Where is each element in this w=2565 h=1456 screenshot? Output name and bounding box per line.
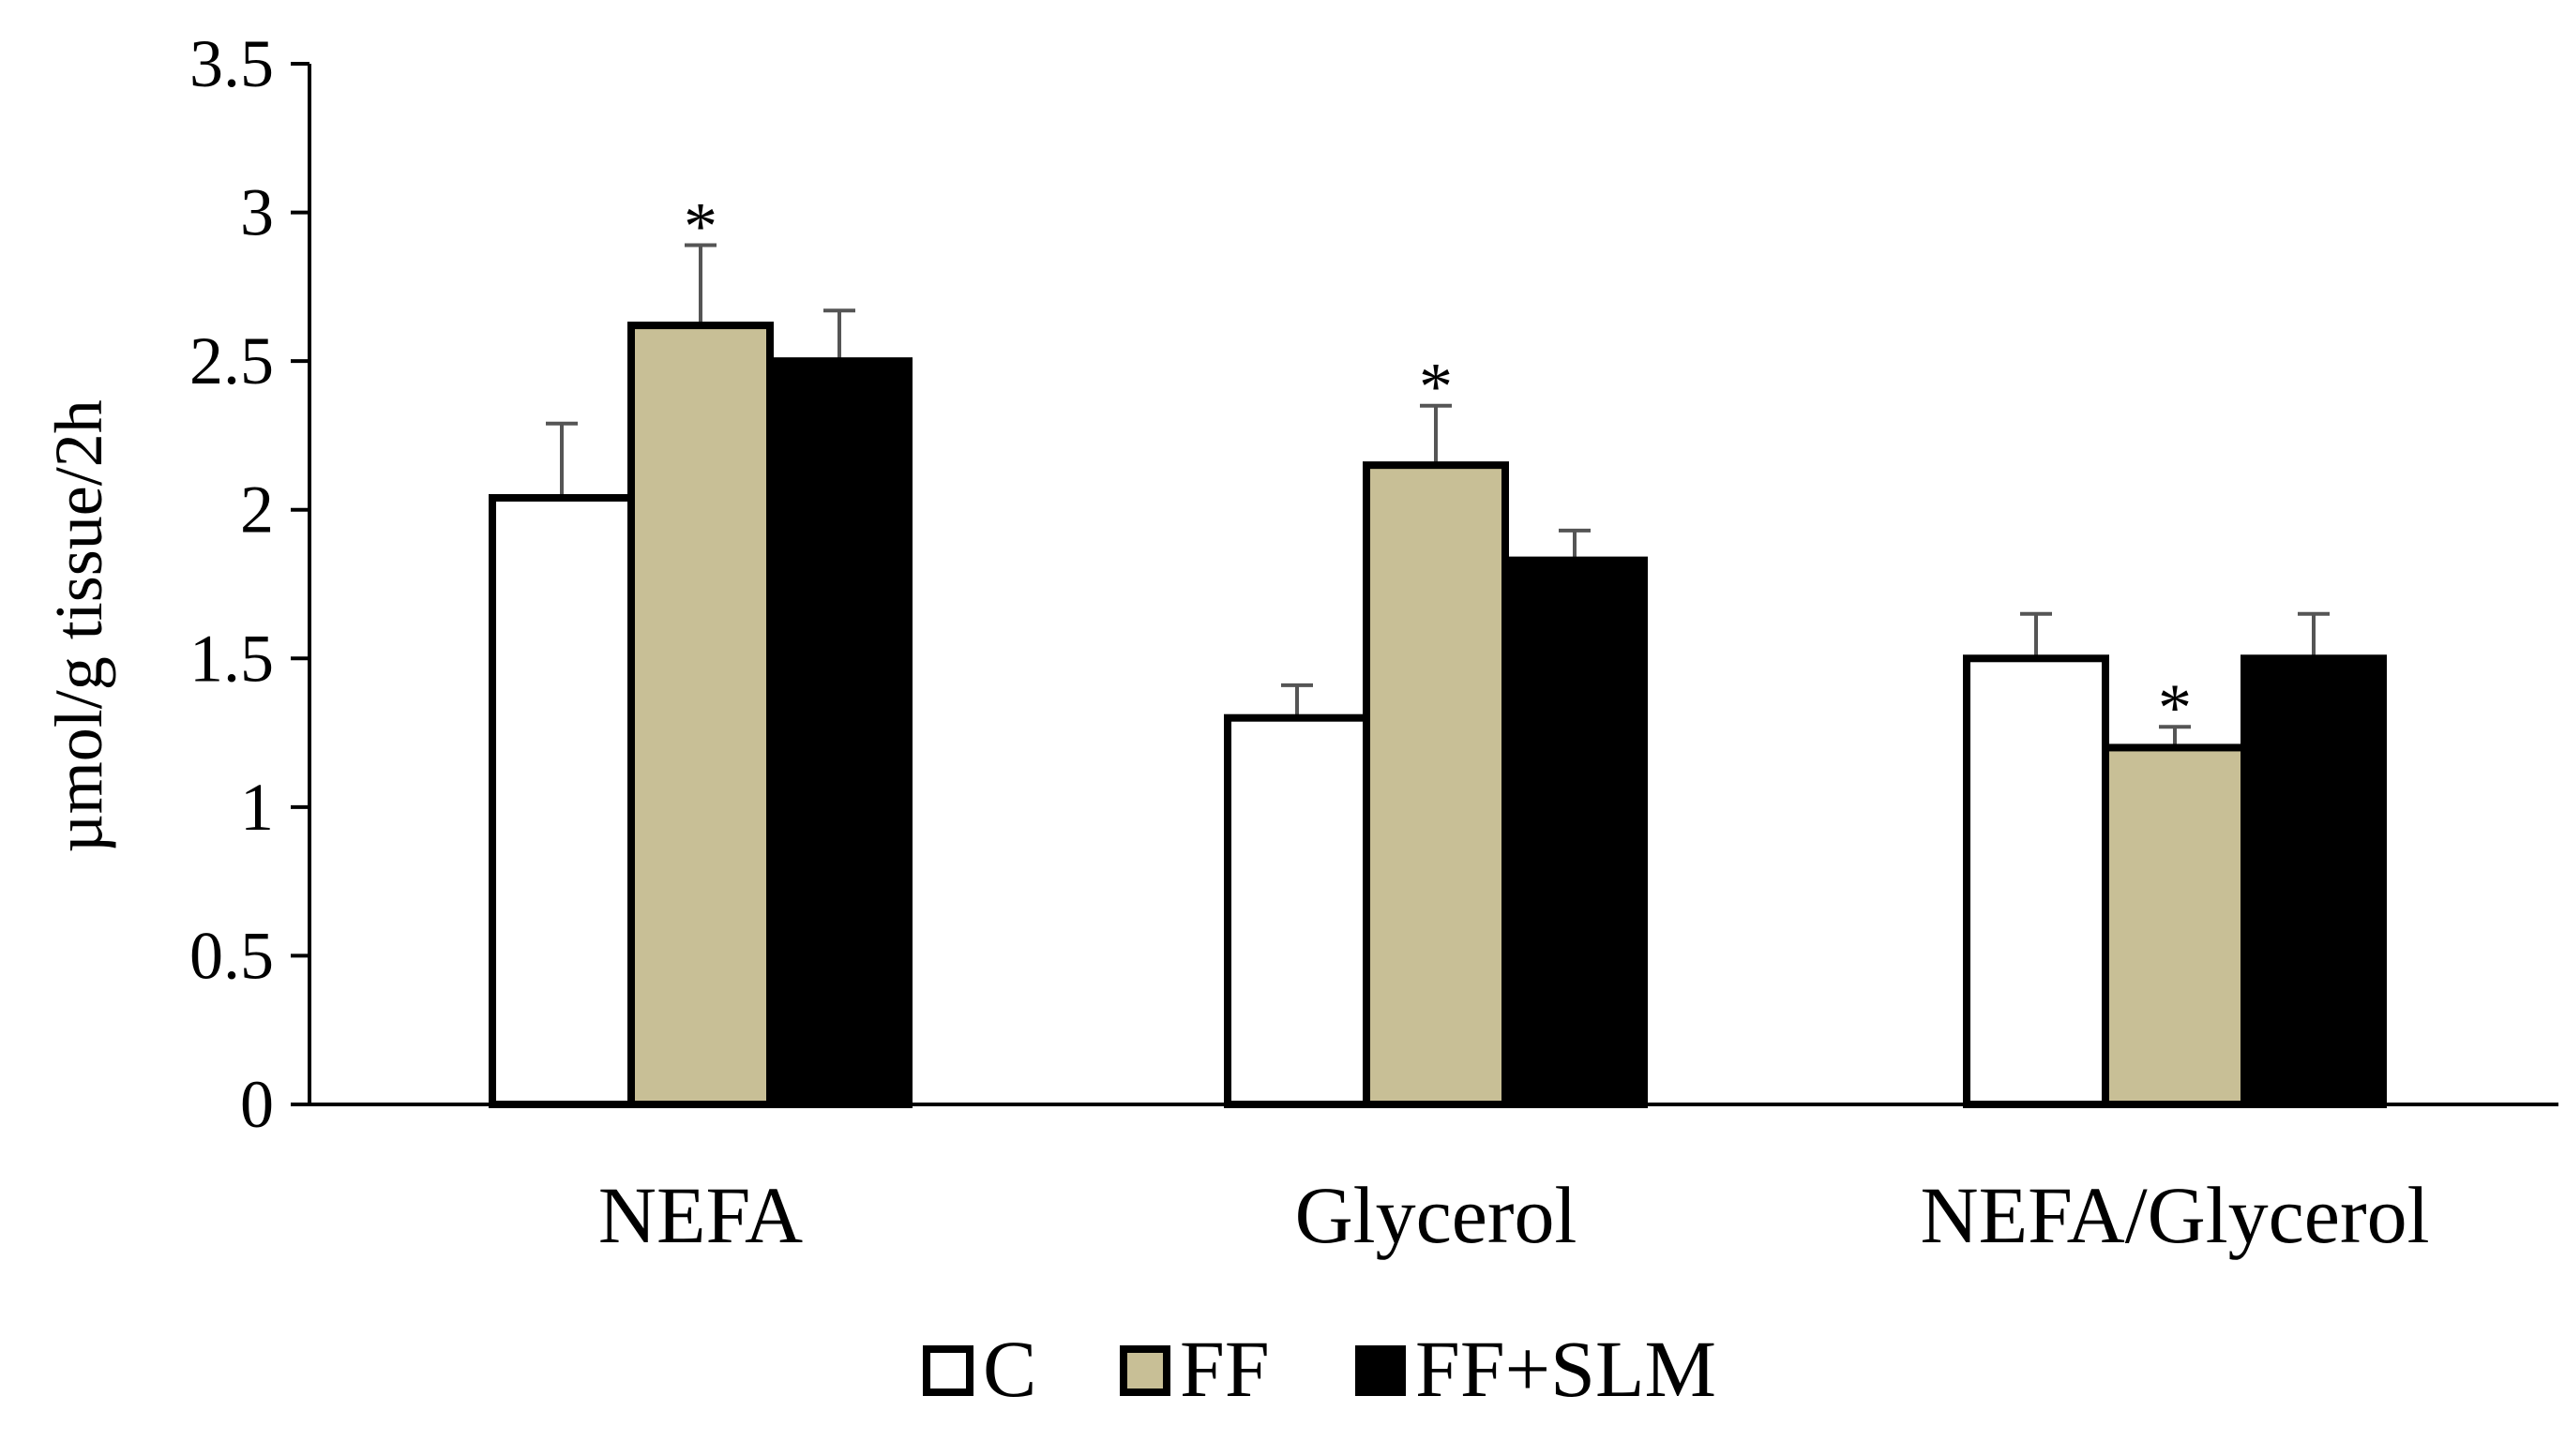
y-axis-label: µmol/g tissue/2h <box>41 399 116 853</box>
y-tick-label: 3.5 <box>189 26 274 101</box>
bar-nefa-ff-slm <box>766 357 913 1108</box>
y-tick-label: 2 <box>240 473 274 548</box>
legend-swatch-c <box>923 1345 973 1396</box>
bar-nefa-c <box>489 494 635 1108</box>
bar-glycerol-c <box>1224 713 1370 1108</box>
x-tick-label: NEFA/Glycerol <box>1921 1170 2430 1260</box>
y-axis: 0 0.5 1 1.5 2 2.5 3 3.5 <box>189 26 311 1142</box>
bar-glycerol-ff <box>1363 461 1509 1108</box>
significance-asterisk: * <box>1419 350 1453 425</box>
legend-label-ff: FF <box>1180 1324 1270 1414</box>
bar-nefa-glycerol-ff <box>2102 743 2248 1109</box>
y-tick-label: 1 <box>240 770 274 845</box>
legend: C FF FF+SLM <box>923 1324 1716 1414</box>
y-tick-label: 3 <box>240 175 274 250</box>
legend-swatch-ff <box>1120 1345 1170 1396</box>
bar-nefa-glycerol-ff-slm <box>2241 654 2387 1108</box>
legend-label-ff-slm: FF+SLM <box>1415 1324 1716 1414</box>
bar-nefa-ff <box>627 322 774 1109</box>
legend-label-c: C <box>983 1324 1036 1414</box>
x-tick-label: NEFA <box>598 1170 803 1260</box>
legend-swatch-ff-slm <box>1355 1345 1406 1396</box>
x-tick-label: Glycerol <box>1295 1170 1577 1260</box>
bars: * * * <box>489 188 2387 1109</box>
y-tick-label: 0 <box>240 1067 274 1142</box>
y-tick-label: 1.5 <box>189 621 274 696</box>
significance-asterisk: * <box>684 188 717 263</box>
y-tick-label: 2.5 <box>189 323 274 398</box>
bar-nefa-glycerol-c <box>1963 654 2109 1108</box>
x-axis: NEFA Glycerol NEFA/Glycerol <box>309 1103 2558 1260</box>
y-tick-label: 0.5 <box>189 918 274 993</box>
significance-asterisk: * <box>2158 670 2192 745</box>
bar-glycerol-ff-slm <box>1501 556 1648 1108</box>
